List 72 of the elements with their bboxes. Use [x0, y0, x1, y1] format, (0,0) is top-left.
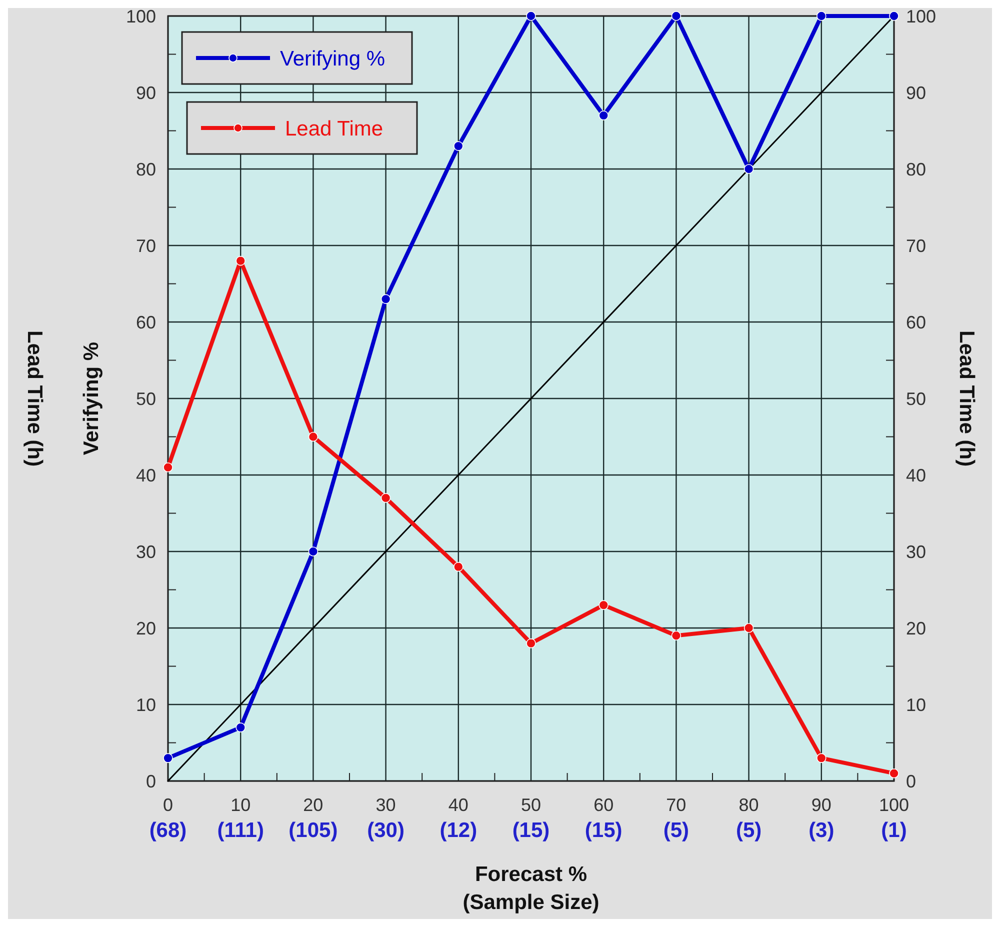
y2-tick-label: 50 — [906, 388, 926, 409]
y2-axis-title: Lead Time (h) — [955, 330, 978, 467]
point — [744, 623, 754, 633]
x-tick-label: 60 — [594, 795, 614, 815]
point — [526, 638, 536, 648]
y-tick-label: 80 — [136, 159, 156, 180]
y-tick-label: 70 — [136, 236, 156, 256]
point — [308, 546, 318, 556]
point — [598, 600, 608, 610]
x-axis-title: Forecast % (Sample Size) — [462, 863, 600, 914]
point — [454, 562, 464, 572]
point — [671, 11, 682, 21]
y-tick-label: 100 — [126, 6, 156, 26]
point — [598, 110, 608, 120]
point — [454, 141, 464, 151]
y-tick-label: 10 — [136, 694, 156, 715]
text: (1) — [881, 819, 907, 842]
y2-tick-label: 60 — [906, 312, 926, 332]
x-tick-label: 10 — [230, 795, 251, 815]
y2-tick-label: 10 — [906, 694, 926, 715]
x-tick-label: 0 — [162, 795, 174, 815]
text: (5) — [663, 819, 690, 842]
y-tick-label: 30 — [136, 542, 156, 562]
text: (12) — [440, 819, 478, 842]
y-tick-label: 0 — [146, 771, 156, 792]
text: (68) — [149, 819, 187, 842]
point — [163, 462, 173, 472]
text: (5) — [736, 819, 762, 842]
x-tick-label: 50 — [520, 795, 542, 815]
point — [816, 753, 826, 763]
x-tick-label: 100 — [878, 795, 910, 815]
text: (15) — [512, 819, 550, 842]
point — [816, 11, 826, 21]
x-tick-label: 40 — [448, 795, 468, 815]
y2-tick-label: 80 — [906, 159, 926, 180]
point — [236, 722, 246, 732]
y-tick-label: 40 — [136, 465, 156, 486]
x-tick-label: 20 — [303, 795, 324, 815]
y2-tick-label: 30 — [906, 542, 926, 562]
point — [889, 11, 899, 21]
y-tick-label: 60 — [136, 312, 156, 332]
y-tick-label: 90 — [136, 82, 156, 103]
y2-tick-label: 70 — [906, 236, 926, 256]
y-axis-title: Verifying % — [80, 342, 103, 456]
legend-label: Verifying % — [280, 47, 386, 70]
point — [380, 294, 391, 304]
y-tick-label: 50 — [136, 388, 156, 409]
y2-tick-label: 100 — [906, 6, 936, 26]
text: (15) — [584, 819, 622, 842]
y2-tick-label: 0 — [906, 771, 916, 792]
x-tick-label: 70 — [666, 795, 686, 815]
point — [380, 493, 391, 503]
text: (105) — [288, 819, 338, 842]
y-tick-label: 20 — [136, 618, 156, 638]
point — [163, 753, 173, 763]
text: (30) — [367, 819, 404, 842]
text: Lead Time (h) — [23, 330, 46, 467]
x-tick-label: 80 — [738, 795, 759, 815]
y2-tick-label: 90 — [906, 82, 926, 103]
text: (3) — [808, 819, 834, 842]
y2-tick-label: 20 — [906, 618, 926, 638]
x-tick-label: 90 — [811, 795, 832, 815]
x-tick-label: 30 — [376, 795, 396, 815]
point — [308, 432, 318, 442]
point — [744, 164, 754, 174]
point — [526, 11, 536, 21]
text: (111) — [217, 819, 264, 842]
legend-label: Lead Time — [285, 117, 384, 140]
point — [671, 630, 682, 641]
point — [889, 768, 899, 778]
y2-tick-label: 40 — [906, 465, 926, 486]
point — [236, 256, 246, 266]
